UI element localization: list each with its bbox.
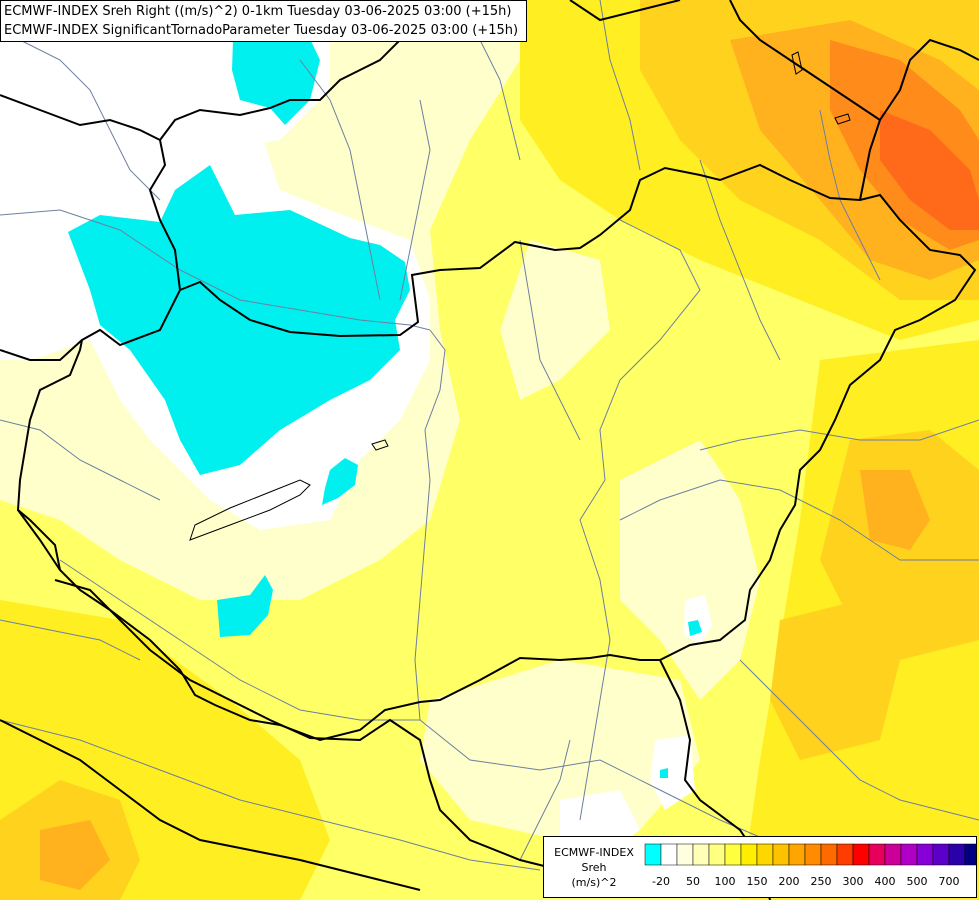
lake-small-1 [371, 439, 389, 451]
legend-swatch [900, 843, 918, 866]
legend-swatch [724, 843, 742, 866]
pale-region-central [500, 240, 610, 400]
legend-swatch [932, 843, 950, 866]
legend-swatch [644, 843, 662, 866]
pale-region-south [420, 660, 700, 840]
legend-tick-label: 700 [939, 875, 960, 888]
legend-swatch [836, 843, 854, 866]
river-sava [0, 719, 541, 871]
legend-swatch [676, 843, 694, 866]
legend-swatch [948, 843, 966, 866]
river-west-1 [0, 419, 161, 501]
river-central-1 [519, 239, 581, 441]
lake-small-3 [834, 113, 851, 125]
legend-swatch [964, 843, 976, 866]
border-ukraine-2 [729, 0, 881, 121]
legend-swatch [820, 843, 838, 866]
legend-swatch [852, 843, 870, 866]
river-tisza [579, 219, 701, 821]
border-ukraine [859, 38, 979, 201]
border-bosnia [0, 719, 421, 891]
river-south-1 [739, 659, 979, 821]
cyan-region-west [217, 575, 273, 637]
legend-tick-label: 200 [779, 875, 800, 888]
legend-unit: (m/s)^2 [571, 876, 617, 889]
map-title-box: ECMWF-INDEX Sreh Right ((m/s)^2) 0-1km T… [0, 0, 527, 42]
river-drava [59, 559, 420, 721]
river-hron [399, 99, 431, 301]
cyan-region-north [232, 18, 320, 125]
river-west-2 [0, 619, 141, 661]
river-danube-bend [414, 329, 446, 721]
legend-tick-label: 50 [686, 875, 700, 888]
river-east-2 [819, 109, 881, 281]
legend-swatch [660, 843, 678, 866]
orange-region-e [860, 470, 930, 550]
river-morava [19, 39, 161, 201]
border-croatia [54, 579, 621, 891]
cyan-region-east [688, 620, 702, 636]
cyan-region-main [68, 165, 410, 475]
legend-swatch [916, 843, 934, 866]
river-danube-upper [0, 209, 431, 331]
legend-swatch [692, 843, 710, 866]
legend-tick-label: 300 [843, 875, 864, 888]
border-hungary [16, 163, 977, 742]
map-title-line-1: ECMWF-INDEX Sreh Right ((m/s)^2) 0-1km T… [4, 4, 512, 19]
legend-title: ECMWF-INDEX Sreh (m/s)^2 [548, 845, 640, 890]
river-somes [699, 419, 979, 451]
cyan-region-south [660, 768, 668, 778]
lake-balaton [189, 479, 311, 541]
legend-tick-label: 250 [811, 875, 832, 888]
legend-swatch [756, 843, 774, 866]
legend-swatch [708, 843, 726, 866]
legend-tick-label: -20 [652, 875, 670, 888]
border-austria [0, 339, 83, 361]
legend-swatch [868, 843, 886, 866]
cyan-region-lake [322, 458, 358, 505]
legend-swatch [788, 843, 806, 866]
gold-region-se [770, 600, 900, 760]
map-title-line-2: ECMWF-INDEX SignificantTornadoParameter … [4, 23, 519, 38]
redorange-region-ne [880, 110, 979, 230]
white-spot-south [650, 735, 695, 810]
legend-swatch [804, 843, 822, 866]
legend-variable: Sreh [581, 861, 607, 874]
legend-swatch [740, 843, 758, 866]
legend-tick-label: 400 [875, 875, 896, 888]
river-vah [299, 59, 381, 301]
legend-swatch [772, 843, 790, 866]
lake-small-2 [791, 51, 803, 75]
border-slovenia [17, 509, 61, 571]
orange-region-sw [40, 820, 110, 890]
legend-tick-label: 500 [907, 875, 928, 888]
river-south-2 [519, 739, 571, 861]
river-east-1 [699, 159, 781, 361]
river-mures [619, 479, 979, 561]
legend-colorbar: -20 50 100 150 200 250 300 400 500 700 [644, 843, 976, 888]
legend: ECMWF-INDEX Sreh (m/s)^2 -20 50 100 150 200 2… [543, 836, 977, 898]
legend-tick-label: 150 [747, 875, 768, 888]
river-north-2 [599, 0, 641, 171]
legend-tick-label: 100 [715, 875, 736, 888]
legend-source: ECMWF-INDEX [554, 846, 634, 859]
border-poland [569, 0, 681, 22]
legend-swatch [884, 843, 902, 866]
